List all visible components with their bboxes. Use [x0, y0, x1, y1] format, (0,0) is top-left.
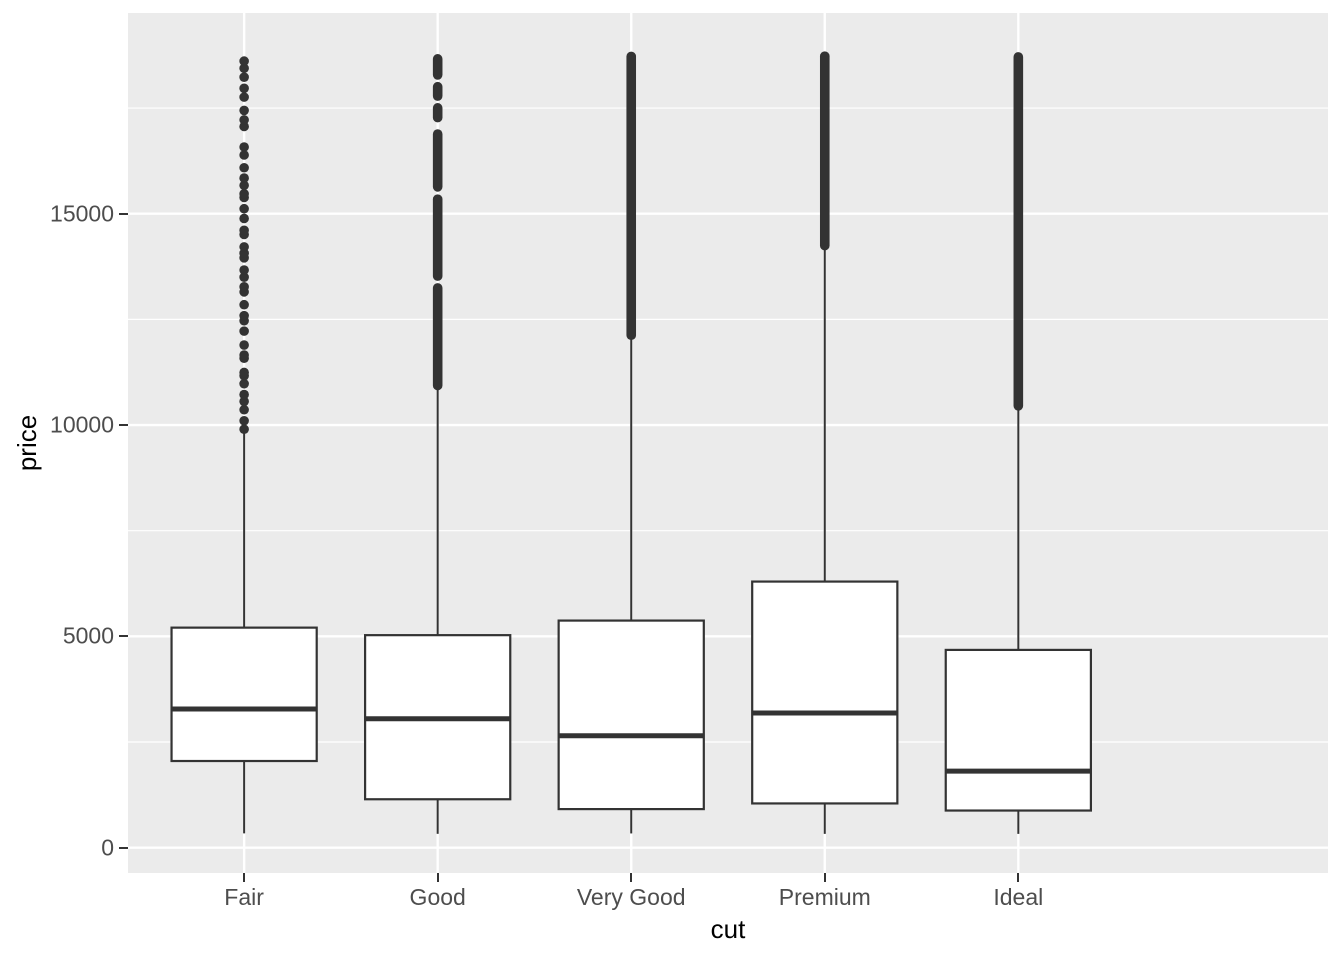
outlier-point	[239, 63, 249, 74]
outlier-point	[239, 242, 249, 252]
x-tick-label: Premium	[778, 884, 871, 910]
y-tick-mark	[119, 846, 128, 849]
outlier-point	[239, 282, 249, 292]
x-tick-mark	[243, 873, 246, 882]
x-tick-label: Ideal	[993, 884, 1044, 910]
outlier-point	[239, 173, 249, 183]
outlier-point	[239, 404, 249, 415]
x-axis-title: cut	[710, 914, 746, 944]
iqr-box	[751, 580, 899, 805]
boxplot-very-good	[557, 51, 705, 834]
outlier-point	[239, 299, 249, 310]
y-tick-label: 5000	[62, 622, 114, 649]
plot-panel	[128, 13, 1328, 873]
y-tick-mark	[119, 423, 128, 427]
outlier-point	[239, 389, 249, 400]
chart-canvas	[128, 13, 1328, 873]
y-tick-label: 10000	[50, 411, 114, 438]
outlier-point	[239, 272, 249, 282]
outlier-point	[239, 162, 249, 173]
outlier-point	[239, 203, 249, 214]
y-tick-mark	[119, 635, 128, 638]
y-axis-title: price	[12, 414, 42, 472]
outlier-point	[239, 396, 249, 407]
iqr-box	[170, 626, 318, 763]
outlier-point	[239, 189, 249, 199]
outlier-point	[239, 415, 249, 426]
boxplot-premium	[751, 51, 899, 834]
y-tick-mark	[119, 212, 128, 215]
outlier-point	[239, 326, 249, 336]
outlier-point	[239, 225, 249, 236]
boxplot-ideal	[944, 52, 1093, 834]
outlier-point	[239, 121, 249, 132]
x-tick-mark	[436, 873, 439, 882]
outlier-point	[239, 142, 249, 152]
outlier-point	[239, 72, 249, 82]
outlier-point	[239, 150, 249, 160]
outlier-point	[239, 92, 249, 102]
outlier-point	[239, 56, 249, 66]
boxplot-fair	[170, 56, 318, 834]
x-tick-label: Good	[409, 884, 466, 910]
outlier-point	[239, 310, 249, 321]
y-tick-label: 0	[101, 834, 114, 861]
outlier-point	[239, 83, 249, 94]
outlier-point	[239, 378, 249, 389]
iqr-box	[944, 648, 1093, 812]
x-tick-label: Very Good	[576, 884, 686, 910]
boxplot-good	[363, 54, 512, 834]
outlier-point	[239, 367, 249, 378]
x-tick-label: Fair	[224, 884, 264, 910]
outlier-point	[239, 340, 249, 350]
outlier-point	[239, 105, 249, 116]
x-tick-mark	[823, 873, 826, 882]
x-tick-mark	[630, 873, 633, 882]
x-tick-mark	[1017, 873, 1020, 882]
outlier-point	[239, 213, 249, 224]
outlier-point	[239, 424, 249, 435]
outlier-point	[239, 350, 249, 360]
outlier-point	[239, 265, 249, 275]
iqr-box	[557, 619, 705, 811]
outlier-point	[239, 115, 249, 125]
outlier-point	[239, 180, 249, 191]
y-tick-label: 15000	[50, 200, 114, 227]
